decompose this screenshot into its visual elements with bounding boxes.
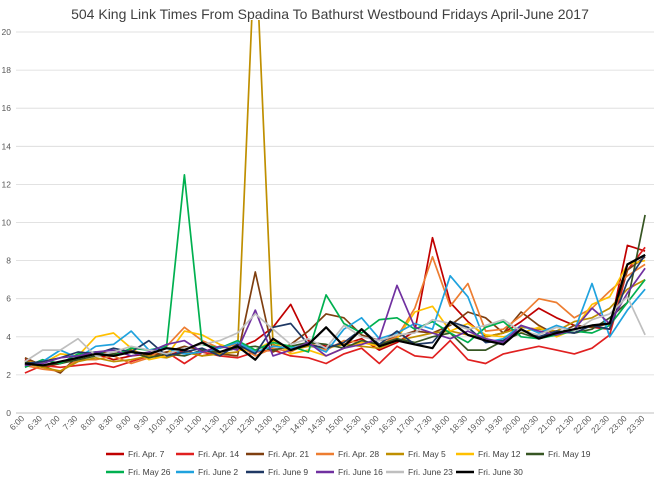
x-tick-label: 13:00 [252,413,274,435]
x-tick-label: 15:30 [341,413,363,435]
legend-label: Fri. May 19 [548,449,591,459]
y-tick-label: 4 [6,332,11,342]
chart-title: 504 King Link Times From Spadina To Bath… [71,6,589,22]
series-lines [24,20,646,374]
legend-label: Fri. June 23 [408,467,453,477]
y-tick-label: 2 [6,370,11,380]
x-tick-label: 17:30 [412,413,434,435]
x-tick-label: 9:00 [114,413,133,432]
x-tick-label: 10:30 [164,413,186,435]
series-line-8 [24,174,646,369]
x-tick-label: 22:00 [571,413,593,435]
x-tick-label: 11:30 [200,413,222,435]
x-tick-label: 23:00 [607,413,629,435]
series-line-13 [24,253,646,367]
x-tick-label: 14:00 [288,413,310,435]
x-tick-label: 18:00 [429,413,451,435]
series-line-10 [24,254,646,365]
series-line-7 [24,214,646,367]
x-tick-label: 23:30 [624,413,646,435]
x-tick-label: 12:30 [235,413,257,435]
legend-label: Fri. May 12 [478,449,521,459]
y-tick-label: 8 [6,256,11,266]
x-tick-label: 13:30 [270,413,292,435]
y-axis: 0 2 4 6 8 10 12 14 16 18 20 [2,27,12,418]
x-tick-label: 7:30 [61,413,80,432]
x-axis: 6:006:307:007:308:008:309:009:3010:0010:… [8,412,654,435]
y-tick-label: 14 [2,141,12,151]
legend-label: Fri. June 2 [198,467,238,477]
x-tick-label: 8:00 [78,413,97,432]
x-tick-label: 20:00 [500,413,522,435]
legend-label: Fri. June 30 [478,467,523,477]
x-tick-label: 22:30 [589,413,611,435]
x-tick-label: 16:30 [376,413,398,435]
y-tick-label: 0 [6,408,11,418]
y-tick-label: 12 [2,179,12,189]
x-tick-label: 18:30 [447,413,469,435]
x-tick-label: 10:00 [146,413,168,435]
y-tick-label: 10 [2,218,12,228]
y-tick-label: 18 [2,65,12,75]
x-tick-label: 7:00 [43,413,62,432]
x-tick-label: 12:00 [217,413,239,435]
x-tick-label: 21:30 [554,413,576,435]
legend-label: Fri. May 5 [408,449,446,459]
x-tick-label: 6:30 [25,413,44,432]
series-line-11 [24,267,646,367]
x-tick-label: 17:00 [394,413,416,435]
legend-label: Fri. Apr. 7 [128,449,165,459]
series-line-6 [24,259,646,365]
x-tick-label: 15:00 [323,413,345,435]
legend-label: Fri. May 26 [128,467,171,477]
y-tick-label: 16 [2,103,12,113]
y-tick-label: 20 [2,27,12,37]
series-line-1 [24,236,646,369]
y-tick-label: 6 [6,294,11,304]
legend-label: Fri. Apr. 14 [198,449,239,459]
legend-label: Fri. Apr. 28 [338,449,379,459]
x-tick-label: 19:00 [465,413,487,435]
x-tick-label: 16:00 [359,413,381,435]
x-tick-label: 14:30 [305,413,327,435]
x-tick-label: 19:30 [483,413,505,435]
x-tick-label: 20:30 [518,413,540,435]
legend: Fri. Apr. 7 Fri. Apr. 14 Fri. Apr. 21 Fri. … [106,449,591,477]
x-tick-label: 11:00 [182,413,204,435]
legend-label: Fri. June 16 [338,467,383,477]
legend-label: Fri. Apr. 21 [268,449,309,459]
legend-label: Fri. June 9 [268,467,308,477]
x-tick-label: 8:30 [96,413,115,432]
x-tick-label: 21:00 [536,413,558,435]
